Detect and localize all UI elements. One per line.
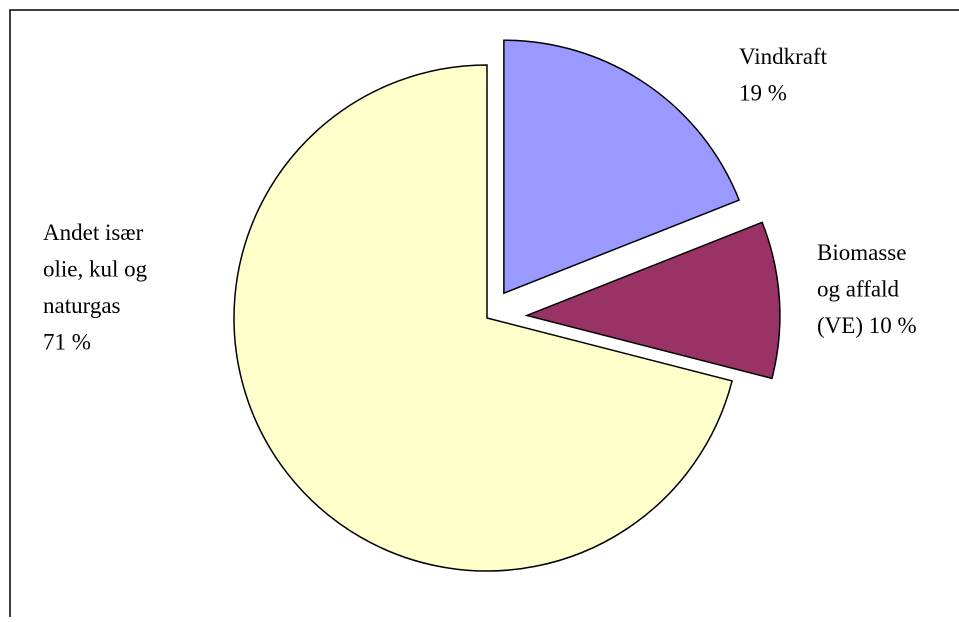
label-vindkraft: Vindkraft 19 % <box>739 44 828 106</box>
label-biomasse-line: Biomasse <box>817 240 906 265</box>
label-andet-line: 71 % <box>43 330 91 355</box>
slice-biomasse <box>524 221 781 380</box>
pie-slices <box>233 39 781 572</box>
label-andet-line: olie, kul og <box>43 257 148 282</box>
slice-vindkraft <box>503 39 741 295</box>
pie-labels: Andet især olie, kul og naturgas 71 % Vindkr… <box>43 44 917 355</box>
chart-border <box>9 9 959 617</box>
label-andet-line: naturgas <box>43 293 121 318</box>
slice-andet <box>233 64 733 572</box>
label-andet-line: Andet især <box>43 220 144 245</box>
label-andet: Andet især olie, kul og naturgas 71 % <box>43 220 148 355</box>
label-biomasse: Biomasse og affald (VE) 10 % <box>817 240 917 338</box>
label-biomasse-line: og affald <box>817 277 899 302</box>
label-vindkraft-line: 19 % <box>739 81 787 106</box>
label-biomasse-line: (VE) 10 % <box>817 313 917 338</box>
label-vindkraft-line: Vindkraft <box>739 44 828 69</box>
